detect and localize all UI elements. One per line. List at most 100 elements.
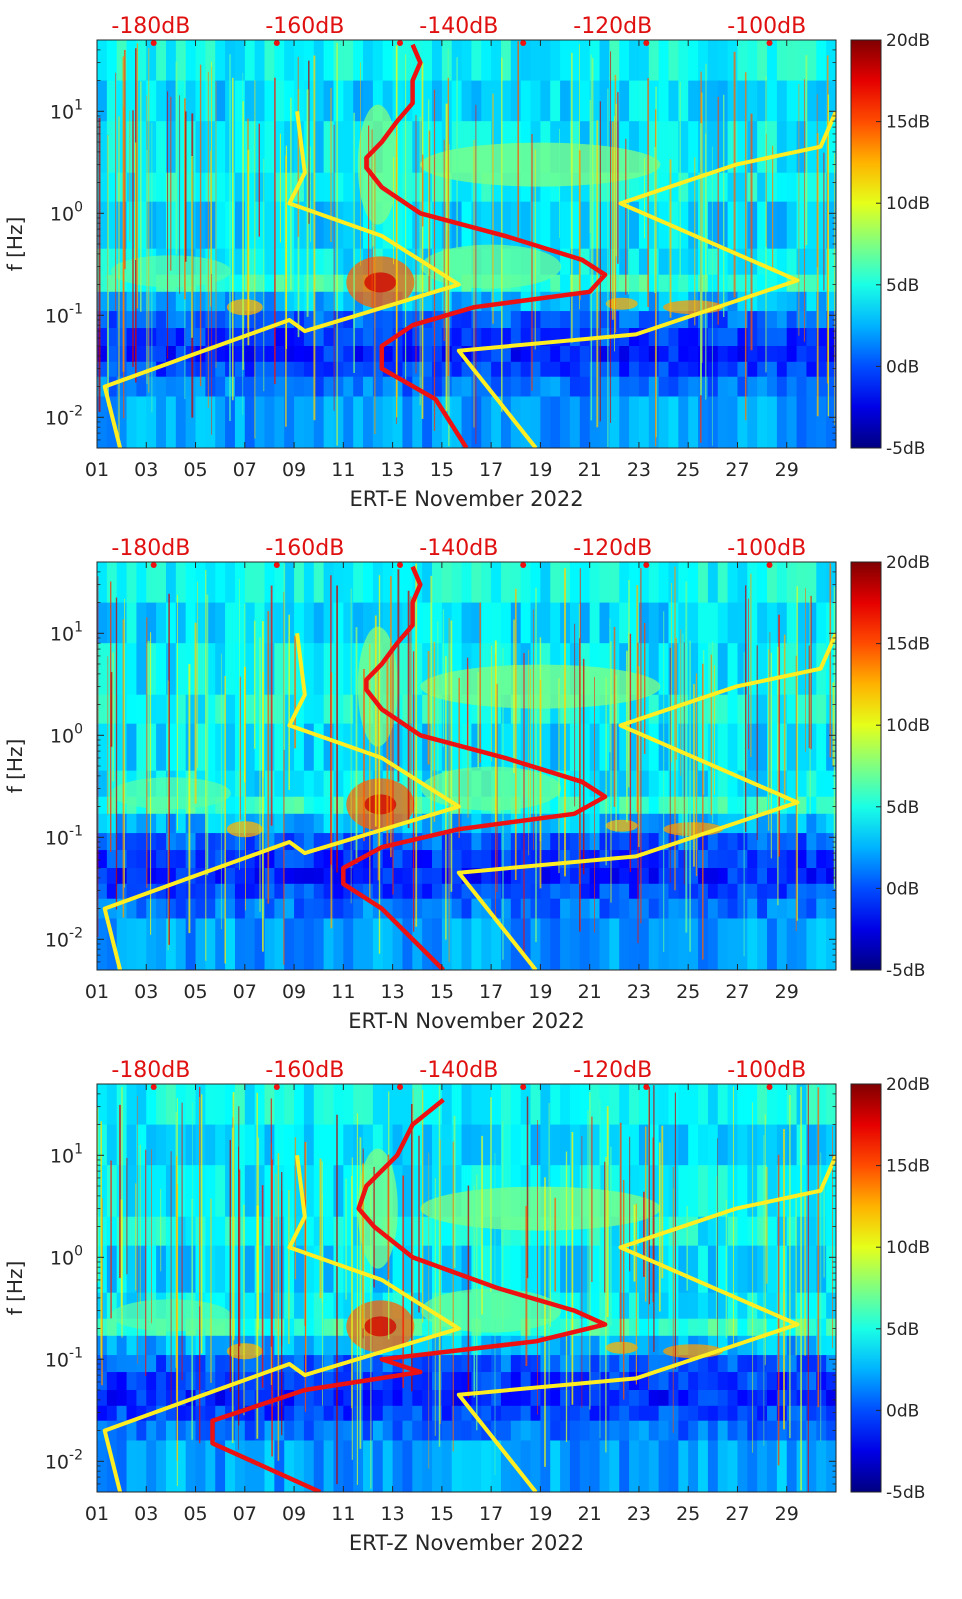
colorbar-label: 20dB — [886, 1075, 930, 1095]
x-tick-label: 09 — [282, 1503, 306, 1525]
y-tick-label: 10-2 — [45, 403, 83, 429]
x-tick-label: 09 — [282, 981, 306, 1003]
x-tick-label: 27 — [725, 1503, 749, 1525]
colorbar — [850, 561, 882, 971]
x-tick-label: 07 — [233, 1503, 257, 1525]
top-db-label: -180dB — [111, 1058, 190, 1083]
x-tick-label: 07 — [233, 459, 257, 481]
x-tick-label: 21 — [578, 459, 602, 481]
top-db-label: -140dB — [419, 1058, 498, 1083]
x-tick-label: 17 — [479, 981, 503, 1003]
y-tick-label: 10-2 — [45, 925, 83, 951]
model-curve-2 — [456, 632, 836, 970]
colorbar-label: -5dB — [886, 439, 925, 459]
colorbar-label: 5dB — [886, 1320, 919, 1340]
colorbar-label: 20dB — [886, 31, 930, 51]
panel-3: 01 03 05 07 09 11 13 15 17 19 21 23 25 27 29 10-2 10-1 10… — [3, 1058, 930, 1555]
colorbar-label: 15dB — [886, 113, 930, 133]
y-tick-label: 101 — [50, 1141, 83, 1167]
colorbar-label: 0dB — [886, 357, 919, 377]
top-db-label: -100dB — [727, 536, 806, 561]
y-axis-label: f [Hz] — [3, 1261, 27, 1316]
x-tick-label: 15 — [430, 981, 454, 1003]
y-tick-label: 101 — [50, 619, 83, 645]
x-axis-label: ERT-Z November 2022 — [349, 1531, 584, 1555]
station-psd — [210, 1098, 608, 1492]
colorbar-label: -5dB — [886, 1483, 925, 1503]
y-tick-label: 10-1 — [45, 1345, 83, 1371]
spectrogram — [97, 1084, 836, 1492]
x-tick-label: 01 — [85, 459, 109, 481]
spectrogram — [97, 562, 836, 970]
x-tick-label: 15 — [430, 459, 454, 481]
colorbar-label: 10dB — [886, 716, 930, 736]
colorbar-label: 5dB — [886, 276, 919, 296]
x-tick-label: 27 — [725, 981, 749, 1003]
y-tick-label: 10-1 — [45, 301, 83, 327]
x-tick-label: 25 — [676, 981, 700, 1003]
x-tick-label: 01 — [85, 981, 109, 1003]
x-tick-label: 05 — [183, 459, 207, 481]
x-tick-label: 23 — [627, 981, 651, 1003]
y-tick-label: 100 — [50, 1243, 83, 1269]
x-axis-label: ERT-N November 2022 — [348, 1009, 585, 1033]
colorbar-label: 10dB — [886, 1238, 930, 1258]
x-tick-label: 21 — [578, 1503, 602, 1525]
x-tick-label: 13 — [381, 981, 405, 1003]
panel-1: 01 03 05 07 09 11 13 15 17 19 21 23 25 27 29 10-2 10-1 10… — [3, 14, 930, 511]
panel-2: 01 03 05 07 09 11 13 15 17 19 21 23 25 27 29 10-2 10-1 10… — [3, 536, 930, 1033]
top-db-label: -180dB — [111, 536, 190, 561]
x-tick-label: 11 — [331, 459, 355, 481]
x-tick-label: 29 — [775, 981, 799, 1003]
x-tick-label: 19 — [528, 459, 552, 481]
top-db-label: -160dB — [265, 14, 344, 39]
colorbar-label: 5dB — [886, 798, 919, 818]
top-db-label: -120dB — [573, 1058, 652, 1083]
colorbar-label: 0dB — [886, 879, 919, 899]
x-tick-label: 01 — [85, 1503, 109, 1525]
model-curve-2 — [456, 1154, 836, 1492]
colorbar-label: 15dB — [886, 1157, 930, 1177]
y-axis-label: f [Hz] — [3, 739, 27, 794]
station-psd — [364, 43, 608, 448]
x-tick-label: 27 — [725, 459, 749, 481]
y-tick-label: 100 — [50, 721, 83, 747]
colorbar-label: 10dB — [886, 194, 930, 214]
y-tick-label: 10-2 — [45, 1447, 83, 1473]
x-tick-label: 25 — [676, 1503, 700, 1525]
model-curve-1 — [102, 633, 461, 970]
y-tick-label: 10-1 — [45, 823, 83, 849]
x-tick-label: 11 — [331, 1503, 355, 1525]
x-tick-label: 03 — [134, 1503, 158, 1525]
top-db-label: -180dB — [111, 14, 190, 39]
top-db-label: -160dB — [265, 536, 344, 561]
x-tick-label: 19 — [528, 1503, 552, 1525]
x-tick-label: 11 — [331, 981, 355, 1003]
top-db-label: -120dB — [573, 14, 652, 39]
x-tick-label: 23 — [627, 459, 651, 481]
x-tick-label: 03 — [134, 459, 158, 481]
top-db-label: -140dB — [419, 14, 498, 39]
x-tick-label: 13 — [381, 459, 405, 481]
x-tick-label: 23 — [627, 1503, 651, 1525]
model-curve-2 — [456, 110, 836, 448]
y-axis-label: f [Hz] — [3, 217, 27, 272]
top-db-label: -100dB — [727, 14, 806, 39]
top-db-label: -120dB — [573, 536, 652, 561]
x-tick-label: 17 — [479, 459, 503, 481]
top-db-label: -160dB — [265, 1058, 344, 1083]
top-db-label: -140dB — [419, 536, 498, 561]
spectrogram — [97, 40, 836, 448]
x-tick-label: 09 — [282, 459, 306, 481]
y-tick-label: 100 — [50, 199, 83, 225]
x-tick-label: 03 — [134, 981, 158, 1003]
colorbar-label: 15dB — [886, 635, 930, 655]
x-tick-label: 21 — [578, 981, 602, 1003]
top-db-label: -100dB — [727, 1058, 806, 1083]
colorbar — [850, 1083, 882, 1493]
colorbar — [850, 39, 882, 449]
x-tick-label: 17 — [479, 1503, 503, 1525]
y-tick-label: 101 — [50, 97, 83, 123]
x-tick-label: 13 — [381, 1503, 405, 1525]
